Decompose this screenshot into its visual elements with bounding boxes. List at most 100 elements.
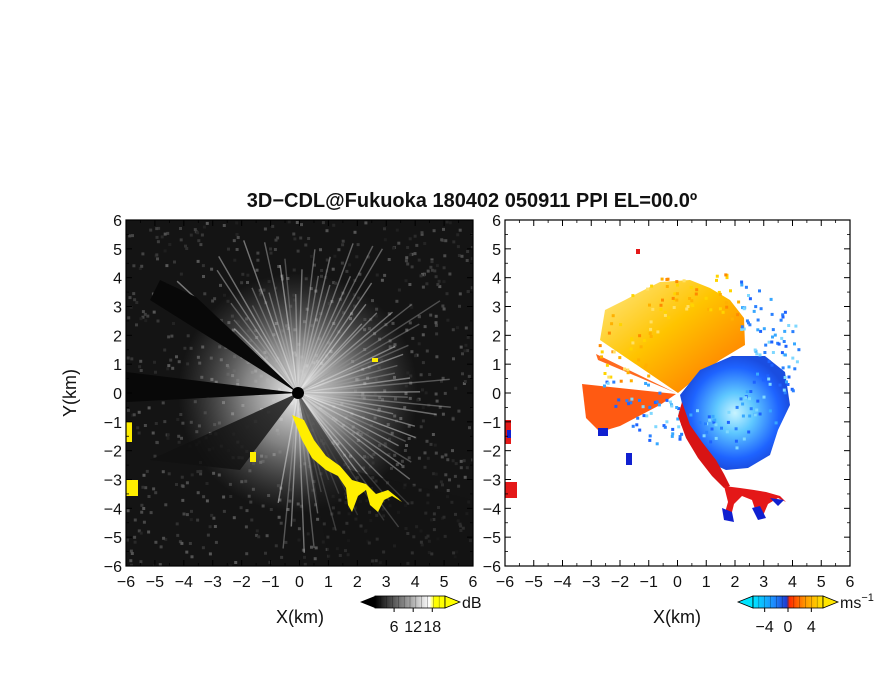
speckle-cell	[734, 439, 738, 443]
speckle-cell	[665, 285, 669, 288]
right-ticks	[504, 219, 851, 567]
speckle-cell	[770, 312, 774, 316]
left-y-tick-label: 4	[113, 271, 122, 288]
speckle-cell	[764, 343, 768, 347]
noise-cell	[461, 372, 464, 376]
echo-ray	[297, 392, 399, 447]
noise-cell	[410, 305, 414, 309]
noise-cell	[233, 258, 237, 262]
left-flag-edge-1	[126, 422, 132, 442]
noise-cell	[205, 221, 209, 225]
noise-cell	[417, 456, 421, 460]
noise-cell	[170, 334, 174, 338]
noise-cell	[297, 538, 301, 542]
noise-cell	[457, 254, 461, 257]
noise-cell	[459, 466, 463, 470]
noise-cell	[345, 269, 349, 273]
speckle-cell	[658, 391, 662, 395]
speckle-cell	[705, 430, 709, 434]
noise-cell	[130, 563, 133, 566]
echo-ray	[218, 256, 299, 394]
speckle-cell	[748, 297, 752, 301]
noise-cell	[167, 335, 171, 339]
speckle-cell	[630, 397, 634, 401]
noise-cell	[356, 243, 360, 247]
noise-cell	[133, 540, 137, 544]
echo-ray	[297, 391, 421, 394]
noise-cell	[383, 227, 386, 231]
noise-cell	[431, 433, 435, 436]
noise-cell	[304, 243, 308, 247]
noise-cell	[434, 392, 438, 396]
right-edge-blue-cluster	[722, 498, 784, 522]
speckle-cell	[741, 402, 745, 406]
speckle-cell	[600, 350, 604, 354]
right-x-tick-labels: −6 −5 −4 −3 −2 −1 0 1 2 3 4 5 6	[496, 574, 855, 591]
speckle-cell	[756, 318, 760, 322]
left-y-tick-label: −3	[104, 473, 122, 490]
noise-cell	[293, 237, 297, 241]
colorbar-velocity-unit-base: ms	[840, 595, 861, 612]
speckle-cell	[713, 418, 717, 422]
speckle-cell	[642, 414, 646, 418]
left-x-tick-label: −4	[175, 574, 193, 591]
echo-ray	[297, 276, 352, 394]
noise-cell	[456, 326, 459, 330]
right-edge-red-streak	[678, 402, 730, 488]
noise-cell	[441, 412, 445, 416]
speckle-cell	[619, 323, 623, 327]
noise-cell	[470, 246, 473, 249]
colorbar-velocity-tick-label: −4	[756, 619, 774, 636]
speckle-cell	[715, 278, 718, 282]
noise-cell	[199, 243, 203, 247]
right-y-tick-label: 4	[492, 271, 501, 288]
noise-cell	[407, 456, 411, 460]
noise-cell	[454, 462, 458, 466]
noise-cell	[188, 542, 192, 545]
noise-cell	[271, 224, 275, 228]
noise-cell	[341, 239, 345, 243]
noise-cell	[458, 304, 461, 308]
speckle-cell	[667, 316, 671, 319]
echo-ray	[297, 243, 354, 394]
echo-ray	[284, 258, 299, 394]
noise-cell	[436, 283, 440, 287]
speckle-cell	[741, 306, 744, 310]
speckle-cell	[787, 365, 791, 369]
speckle-cell	[756, 399, 760, 403]
noise-cell	[155, 235, 159, 239]
speckle-cell	[677, 407, 681, 411]
left-y-tick-label: −4	[104, 501, 122, 518]
noise-cell	[465, 259, 469, 262]
noise-cell	[166, 231, 170, 235]
noise-cell	[227, 247, 230, 251]
right-edge-left-3	[507, 430, 511, 438]
noise-cell	[189, 518, 193, 522]
noise-cell	[451, 449, 454, 453]
speckle-cell	[742, 327, 746, 331]
echo-ray	[297, 282, 373, 394]
noise-cell	[146, 314, 150, 318]
noise-cell	[419, 373, 423, 377]
speckle-cell	[747, 321, 750, 325]
speckle-cell	[767, 377, 771, 381]
speckle-cell	[673, 292, 677, 296]
noise-cell	[443, 391, 447, 395]
speckle-cell	[644, 363, 648, 367]
speckle-cell	[694, 292, 698, 296]
noise-cell	[337, 248, 341, 252]
speckle-cell	[779, 318, 783, 322]
speckle-cell	[600, 355, 603, 359]
speckle-cell	[787, 375, 791, 379]
noise-cell	[452, 240, 456, 244]
speckle-cell	[696, 409, 699, 413]
noise-cell	[466, 250, 470, 253]
noise-cell	[137, 431, 141, 435]
right-x-tick-label: −5	[525, 574, 543, 591]
speckle-cell	[742, 307, 746, 311]
speckle-cell	[647, 374, 651, 378]
speckle-cell	[673, 298, 677, 302]
noise-cell	[442, 266, 446, 270]
speckle-cell	[758, 289, 761, 293]
speckle-cell	[749, 390, 753, 393]
